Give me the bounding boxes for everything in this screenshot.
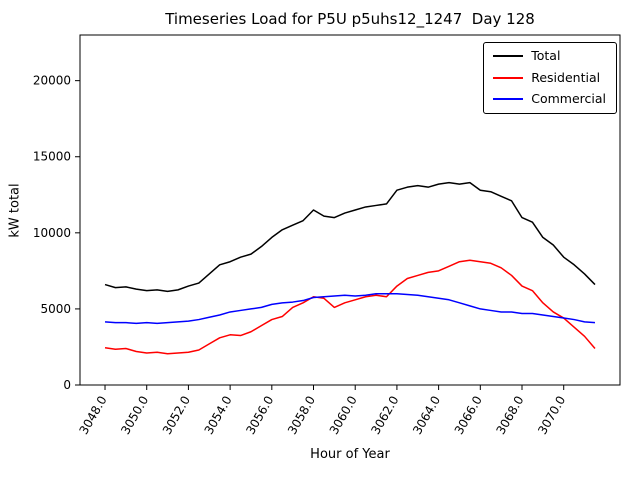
series-line-residential	[104, 259, 596, 355]
y-axis-label: kW total	[7, 183, 23, 238]
series-line-total	[104, 181, 596, 293]
legend-label-total: Total	[531, 48, 561, 63]
x-axis-label: Hour of Year	[310, 447, 390, 462]
y-tick-label: 5000	[40, 302, 71, 316]
y-tick-label: 10000	[33, 226, 71, 240]
x-tick-label: 3054.0	[202, 394, 235, 437]
legend-label-residential: Residential	[531, 69, 601, 85]
x-tick-label: 3052.0	[160, 394, 193, 437]
legend-label-commercial: Commercial	[531, 91, 606, 106]
series-line-commercial	[104, 292, 596, 325]
legend-line-residential	[493, 76, 524, 79]
legend-item-total: Total	[493, 48, 606, 63]
y-tick-label: 15000	[33, 150, 71, 164]
x-tick-label: 3056.0	[243, 394, 276, 437]
legend-line-commercial	[493, 98, 524, 101]
x-tick-label: 3064.0	[410, 394, 443, 437]
legend-line-total	[493, 55, 524, 58]
legend: Total Residential Commercial	[483, 42, 617, 114]
x-tick-label: 3050.0	[118, 394, 151, 437]
legend-item-residential: Residential	[493, 69, 606, 85]
x-tick-label: 3066.0	[452, 393, 485, 436]
y-tick-label: 20000	[33, 74, 71, 88]
x-tick-label: 3048.0	[76, 394, 109, 437]
x-tick-label: 3062.0	[368, 394, 401, 437]
x-tick-label: 3070.0	[535, 394, 568, 437]
legend-item-commercial: Commercial	[493, 91, 606, 106]
x-tick-label: 3068.0	[493, 394, 526, 437]
x-tick-label: 3060.0	[327, 394, 360, 437]
plot-frame	[79, 34, 621, 386]
y-tick-label: 0	[63, 378, 71, 392]
chart-title: Timeseries Load for P5U p5uhs12_1247 Day…	[165, 10, 535, 28]
x-tick-label: 3058.0	[285, 394, 318, 437]
